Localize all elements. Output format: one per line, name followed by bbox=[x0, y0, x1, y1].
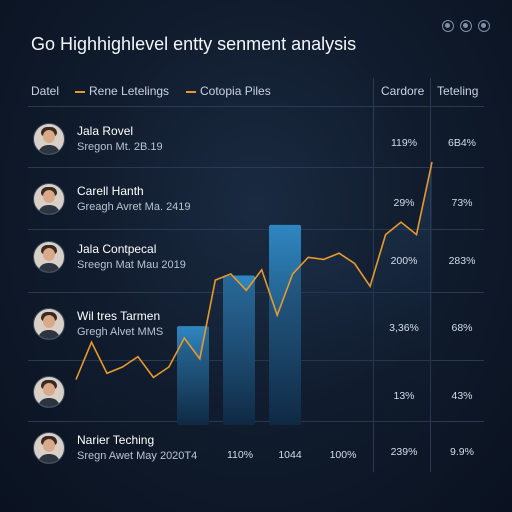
cell-teteling: 68% bbox=[451, 322, 473, 334]
page-title: Go Highhighlevel entty senment analysis bbox=[31, 34, 357, 54]
trend-area bbox=[76, 162, 432, 425]
legend-line-icon bbox=[75, 90, 85, 93]
cell-cardore: 200% bbox=[390, 255, 418, 267]
legend-label-1: Rene Letelings bbox=[89, 84, 170, 98]
avatar[interactable] bbox=[33, 123, 65, 155]
cell-cardore: 29% bbox=[393, 197, 415, 209]
row-subtitle: Sreegn Mat Mau 2019 bbox=[77, 259, 186, 271]
legend-item-1[interactable]: Rene Letelings bbox=[75, 84, 169, 98]
row-subtitle: Gregh Alvet MMS bbox=[77, 326, 164, 338]
header-teteling: Teteling bbox=[437, 84, 479, 98]
cell-cardore: 13% bbox=[393, 390, 415, 402]
trend-line bbox=[75, 161, 433, 380]
avatar[interactable] bbox=[33, 432, 65, 464]
footer-value-2: 1044 bbox=[278, 449, 302, 461]
avatar[interactable] bbox=[33, 376, 65, 408]
cell-cardore: 3,36% bbox=[389, 322, 419, 334]
footer-value-1: 110% bbox=[226, 449, 254, 461]
cell-teteling: 6B4% bbox=[447, 137, 477, 149]
avatar[interactable] bbox=[33, 308, 65, 340]
cell-teteling: 73% bbox=[451, 197, 473, 209]
legend-item-2[interactable]: Cotopia Piles bbox=[186, 84, 271, 98]
cell-cardore: 239% bbox=[390, 446, 418, 458]
close-icon[interactable] bbox=[478, 20, 490, 32]
row-name[interactable]: Carell Hanth bbox=[77, 184, 144, 198]
row-subtitle: Greagh Avret Ma. 2419 bbox=[77, 201, 191, 213]
footer-value-3: 100% bbox=[329, 449, 357, 461]
legend-label-2: Cotopia Piles bbox=[200, 84, 271, 98]
cell-teteling: 283% bbox=[448, 255, 476, 267]
row-name[interactable]: Wil tres Tarmen bbox=[77, 309, 161, 323]
row-subtitle: Sregon Mt. 2B.19 bbox=[77, 141, 163, 153]
header-date: Datel bbox=[31, 84, 60, 98]
refresh-icon[interactable] bbox=[460, 20, 472, 32]
row-name[interactable]: Jala Rovel bbox=[77, 124, 134, 138]
divider bbox=[28, 106, 484, 107]
avatar[interactable] bbox=[33, 183, 65, 215]
divider bbox=[28, 167, 484, 168]
header-cardore: Cardore bbox=[381, 84, 425, 98]
row-subtitle: Sregn Awet May 2020T4 bbox=[77, 450, 198, 462]
cell-teteling: 9.9% bbox=[450, 446, 474, 458]
cell-cardore: 119% bbox=[390, 137, 418, 149]
cell-teteling: 43% bbox=[451, 390, 473, 402]
row-name[interactable]: Narier Teching bbox=[77, 433, 155, 447]
avatar[interactable] bbox=[33, 241, 65, 273]
settings-icon[interactable] bbox=[442, 20, 454, 32]
window-controls bbox=[442, 20, 490, 32]
legend-line-icon bbox=[186, 90, 196, 93]
divider bbox=[28, 229, 484, 230]
row-name[interactable]: Jala Contpecal bbox=[77, 242, 157, 256]
